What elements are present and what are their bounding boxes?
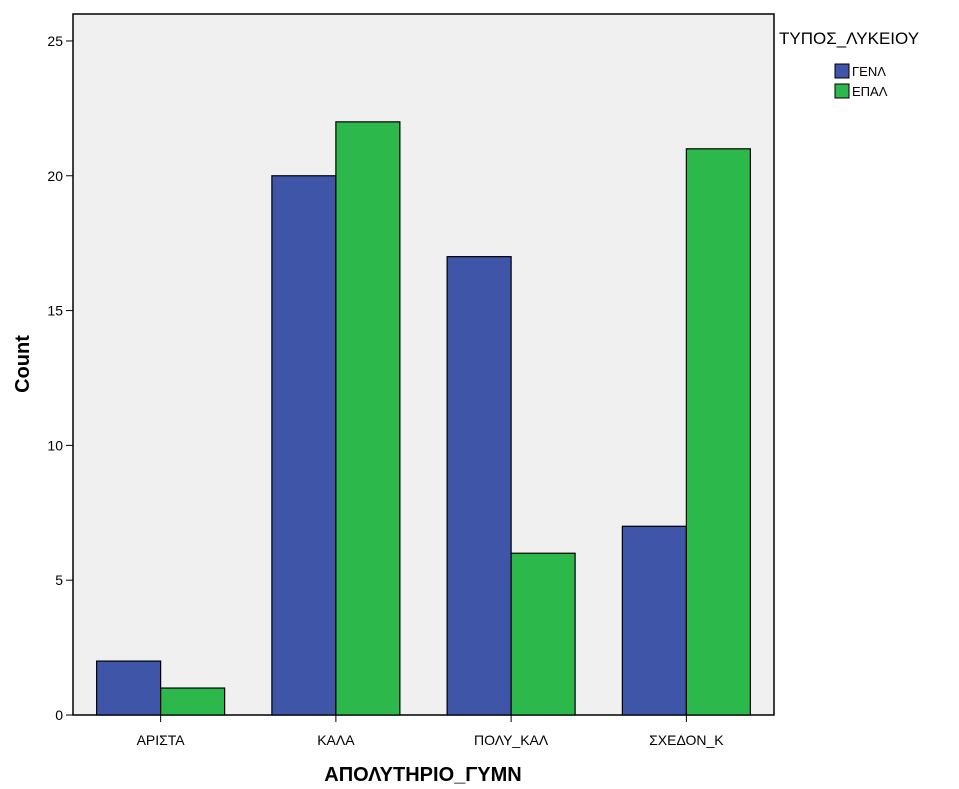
bar bbox=[160, 687, 226, 716]
bar bbox=[510, 552, 576, 716]
x-tick-label: ΑΡΙΣΤΑ bbox=[137, 732, 186, 748]
x-tick-label: ΠΟΛΥ_ΚΑΛ bbox=[474, 732, 549, 748]
bars-group bbox=[96, 121, 751, 716]
legend-title: ΤΥΠΟΣ_ΛΥΚΕΙΟΥ bbox=[779, 29, 919, 48]
legend-label: ΕΠΑΛ bbox=[852, 84, 888, 99]
bar bbox=[685, 148, 751, 716]
bar bbox=[96, 660, 162, 716]
x-tick-label: ΣΧΕΔΟΝ_Κ bbox=[649, 732, 724, 748]
y-tick-label: 5 bbox=[55, 572, 63, 588]
x-axis: ΑΡΙΣΤΑ ΚΑΛΑ ΠΟΛΥ_ΚΑΛ ΣΧΕΔΟΝ_Κ bbox=[137, 715, 724, 748]
y-tick-label: 20 bbox=[47, 168, 63, 184]
y-tick-label: 10 bbox=[47, 437, 63, 453]
legend: ΤΥΠΟΣ_ΛΥΚΕΙΟΥ ΓΕΝΛ ΕΠΑΛ bbox=[779, 29, 919, 99]
bar bbox=[621, 525, 687, 716]
bar bbox=[446, 256, 512, 716]
legend-swatch bbox=[834, 83, 850, 99]
y-tick-label: 0 bbox=[55, 707, 63, 723]
y-axis-title: Count bbox=[12, 335, 34, 393]
legend-label: ΓΕΝΛ bbox=[852, 64, 886, 79]
y-tick-label: 15 bbox=[47, 303, 63, 319]
x-tick-label: ΚΑΛΑ bbox=[317, 732, 355, 748]
legend-swatch bbox=[834, 63, 850, 79]
bar bbox=[271, 175, 337, 716]
x-axis-title: ΑΠΟΛΥΤΗΡΙΟ_ΓΥΜΝ bbox=[324, 764, 521, 786]
bar bbox=[335, 121, 401, 716]
y-axis: 0 5 10 15 20 25 bbox=[47, 33, 73, 723]
y-tick-label: 25 bbox=[47, 33, 63, 49]
